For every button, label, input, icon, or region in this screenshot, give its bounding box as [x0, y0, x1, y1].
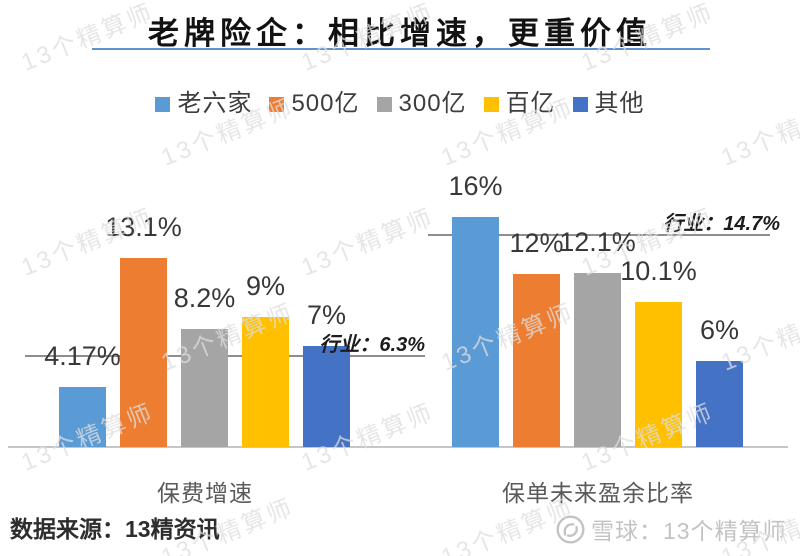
bar-value-label: 7%	[306, 300, 347, 330]
legend-label: 老六家	[177, 90, 253, 117]
brand-watermark: 雪球：13个精算师	[556, 512, 787, 546]
chart-bar	[242, 317, 289, 447]
brand-text: 雪球：13个精算师	[591, 518, 787, 544]
chart-bar	[574, 273, 621, 447]
data-source-label: 数据来源：13精资讯	[10, 516, 220, 542]
bar-value-label: 10.1%	[620, 256, 697, 286]
page-title: 老牌险企：相比增速，更重价值	[148, 16, 652, 51]
chart-bar	[513, 274, 560, 447]
legend-swatch	[483, 96, 499, 112]
bar-value-label: 9%	[245, 271, 286, 301]
legend-swatch	[155, 96, 171, 112]
bar-value-label: 13.1%	[105, 212, 182, 242]
legend-item: 百亿	[483, 90, 556, 117]
bar-value-label: 12.1%	[559, 227, 636, 257]
legend-item: 其他	[572, 90, 645, 117]
bar-value-label: 16%	[448, 171, 503, 201]
chart-bar	[452, 217, 499, 447]
legend-label: 500亿	[291, 90, 360, 117]
legend-label: 百亿	[505, 90, 556, 117]
chart-bar	[303, 346, 350, 447]
chart-bar	[181, 329, 228, 447]
category-label: 保单未来盈余比率	[502, 480, 694, 506]
title-underline	[92, 48, 710, 50]
industry-label: 行业：6.3%	[319, 334, 425, 357]
bar-value-label: 6%	[699, 315, 740, 345]
bar-value-label: 8.2%	[173, 283, 236, 313]
legend-label: 300亿	[398, 90, 467, 117]
legend-label: 其他	[594, 90, 645, 117]
legend-swatch	[376, 96, 392, 112]
chart-bar	[120, 258, 167, 447]
legend-item: 老六家	[155, 91, 252, 117]
legend-swatch	[269, 96, 285, 112]
legend-item: 300亿	[376, 90, 467, 117]
snowball-logo-icon	[556, 514, 585, 544]
chart-legend: 老六家 500亿 300亿 百亿 其他	[0, 90, 800, 118]
legend-swatch	[572, 96, 588, 112]
industry-label: 行业：14.7%	[663, 213, 780, 236]
chart-bar	[635, 302, 682, 447]
chart-bar	[696, 361, 743, 447]
industry-reference-line	[428, 234, 770, 237]
bar-value-label: 4.17%	[44, 341, 121, 371]
bar-value-label: 12%	[509, 228, 564, 258]
category-label: 保费增速	[157, 480, 253, 506]
x-axis-line	[8, 446, 788, 448]
legend-item: 500亿	[269, 91, 359, 117]
chart-bar	[59, 387, 106, 447]
